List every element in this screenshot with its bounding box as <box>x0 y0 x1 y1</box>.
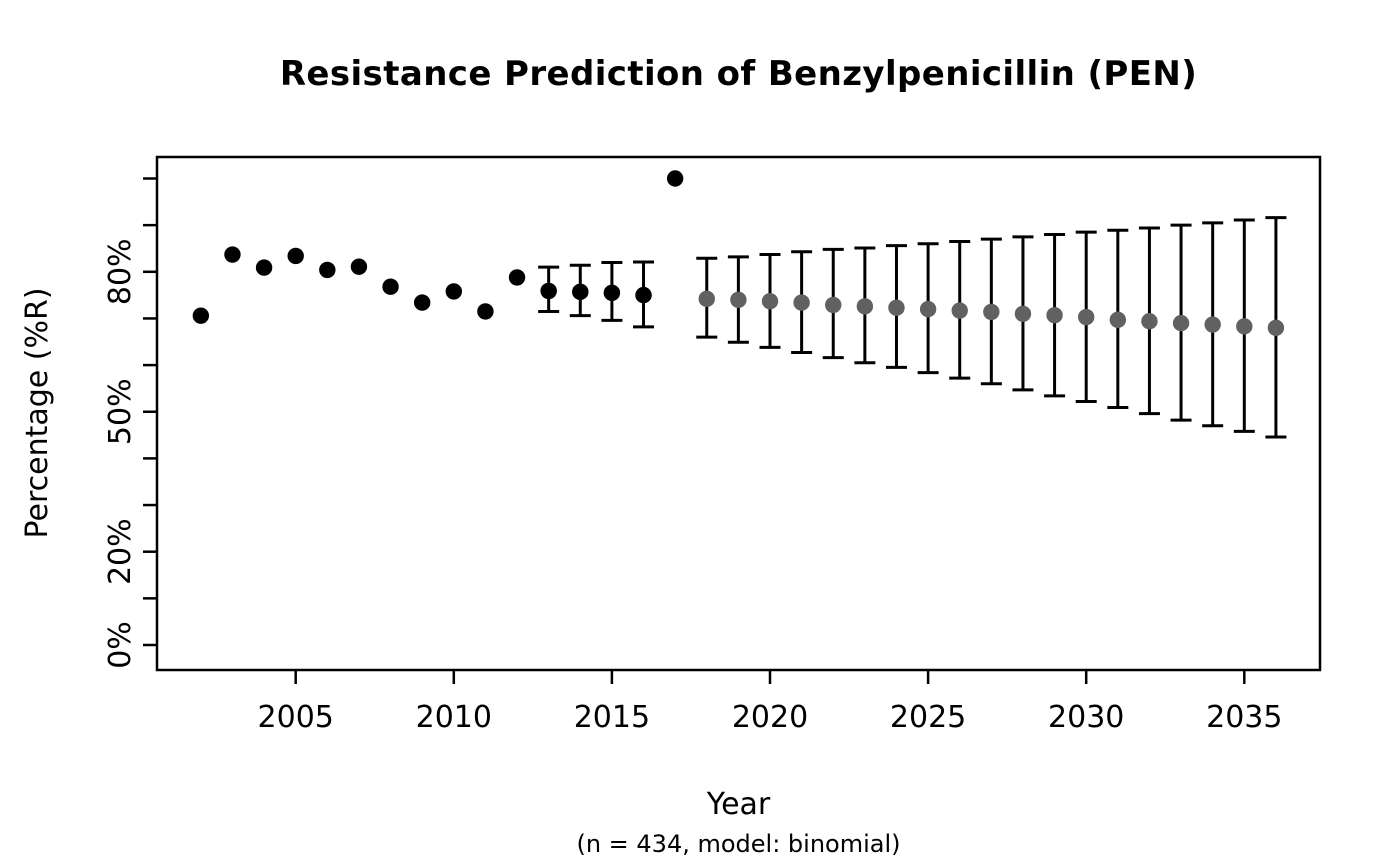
data-point-predicted <box>983 303 1000 321</box>
data-point-observed <box>350 258 368 275</box>
data-point-predicted <box>856 298 874 315</box>
data-point-predicted <box>698 290 715 308</box>
data-point-observed <box>508 269 526 286</box>
data-point-predicted <box>1141 313 1158 330</box>
data-point-observed <box>224 246 241 263</box>
data-point-observed <box>287 247 304 265</box>
data-point-observed <box>319 261 336 279</box>
data-point-predicted <box>1109 311 1127 329</box>
y-axis-label: Percentage (%R) <box>20 287 55 539</box>
data-point-predicted <box>1014 305 1032 322</box>
data-point-predicted <box>761 292 779 310</box>
x-axis-label: Year <box>706 787 771 822</box>
data-point-observed <box>572 283 589 301</box>
x-tick-label: 2030 <box>1048 700 1124 735</box>
y-tick-label: 50% <box>103 378 138 445</box>
data-point-observed <box>445 283 462 300</box>
chart-title: Resistance Prediction of Benzylpenicilli… <box>279 54 1198 94</box>
data-point-observed <box>666 170 684 187</box>
y-tick-label: 80% <box>103 238 138 305</box>
data-point-predicted <box>1046 306 1063 324</box>
data-point-observed <box>192 307 210 324</box>
x-tick-label: 2035 <box>1206 700 1282 735</box>
data-point-observed <box>603 284 621 301</box>
data-point-predicted <box>951 302 968 319</box>
plot-border <box>155 155 1322 672</box>
x-axis-subtitle: (n = 434, model: binomial) <box>576 830 901 858</box>
data-point-predicted <box>1236 318 1253 335</box>
data-point-predicted <box>1172 314 1190 332</box>
x-tick-label: 2025 <box>890 700 966 735</box>
data-point-observed <box>477 303 494 320</box>
data-point-observed <box>382 278 399 295</box>
data-point-predicted <box>1078 308 1095 326</box>
y-tick-label: 0% <box>103 621 138 669</box>
data-point-observed <box>255 259 273 276</box>
data-point-predicted <box>1204 316 1221 333</box>
x-tick-label: 2010 <box>416 700 492 735</box>
data-point-predicted <box>730 291 747 308</box>
data-point-predicted <box>1267 319 1285 336</box>
data-point-predicted <box>793 294 810 311</box>
data-point-predicted <box>888 299 905 316</box>
data-point-observed <box>540 282 557 300</box>
data-point-observed <box>635 286 652 304</box>
data-point-observed <box>413 294 431 311</box>
x-tick-label: 2015 <box>574 700 650 735</box>
x-tick-label: 2005 <box>258 700 334 735</box>
y-tick-label: 20% <box>103 518 138 585</box>
data-point-predicted <box>825 296 842 314</box>
x-tick-label: 2020 <box>732 700 808 735</box>
data-point-predicted <box>919 300 937 318</box>
